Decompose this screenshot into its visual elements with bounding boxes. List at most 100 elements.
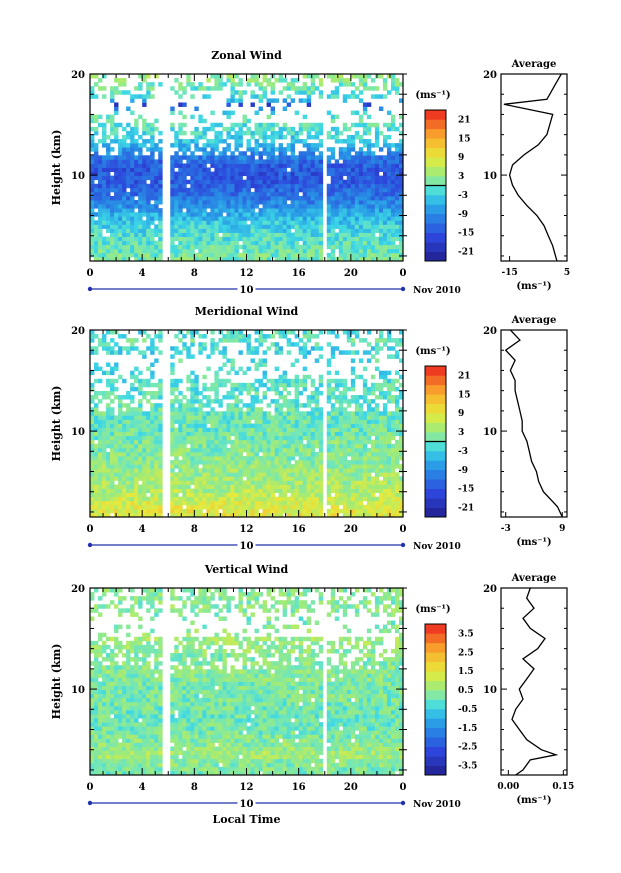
heatmap-cell <box>194 163 199 168</box>
heatmap-cell <box>206 212 211 217</box>
heatmap-cell <box>366 167 372 172</box>
heatmap-cell <box>170 423 175 428</box>
heatmap-cell <box>142 427 147 433</box>
heatmap-cell <box>386 179 392 185</box>
heatmap-cell <box>258 216 263 221</box>
heatmap-cell <box>118 143 123 148</box>
heatmap-cell <box>310 183 316 189</box>
heatmap-cell <box>354 191 360 197</box>
heatmap-cell <box>190 151 195 156</box>
heatmap-cell <box>210 460 215 465</box>
heatmap-cell <box>170 354 175 359</box>
heatmap-cell <box>182 415 187 420</box>
heatmap-cell <box>382 220 388 225</box>
heatmap-cell <box>158 427 163 433</box>
heatmap-cell <box>282 443 288 449</box>
heatmap-cell <box>178 208 183 213</box>
heatmap-cell <box>94 468 99 473</box>
heatmap-cell <box>266 126 271 132</box>
heatmap-cell <box>170 443 175 449</box>
heatmap-cell <box>326 187 332 193</box>
heatmap-cell <box>226 508 231 514</box>
heatmap-cell <box>122 464 127 469</box>
heatmap-cell <box>246 183 251 189</box>
heatmap-cell <box>266 334 271 339</box>
heatmap-cell <box>314 407 320 412</box>
heatmap-cell <box>242 492 247 498</box>
heatmap-cell <box>274 122 279 128</box>
heatmap-cell <box>90 468 95 473</box>
heatmap-cell <box>374 208 380 213</box>
heatmap-cell <box>394 159 400 164</box>
heatmap-cell <box>350 143 356 148</box>
heatmap-cell <box>346 151 352 156</box>
heatmap-cell <box>242 114 247 120</box>
heatmap-cell <box>106 443 111 449</box>
heatmap-cell <box>130 224 135 229</box>
heatmap-cell <box>282 228 288 233</box>
heatmap-cell <box>234 334 239 339</box>
heatmap-cell <box>318 447 324 453</box>
heatmap-cell <box>290 468 296 473</box>
heatmap-cell <box>274 155 279 160</box>
heatmap-cell <box>358 216 364 221</box>
heatmap-cell <box>222 443 227 449</box>
heatmap-cell <box>254 427 259 433</box>
heatmap-cell <box>198 460 203 465</box>
heatmap-cell <box>222 110 227 116</box>
heatmap-cell <box>318 183 324 189</box>
heatmap-cell <box>238 155 243 160</box>
heatmap-cell <box>210 350 215 355</box>
heatmap-cell <box>146 334 151 339</box>
heatmap-cell <box>374 252 380 258</box>
heatmap-cell <box>266 163 271 168</box>
heatmap-cell <box>174 236 179 242</box>
heatmap-cell <box>130 439 135 445</box>
heatmap-cell <box>222 82 227 87</box>
heatmap-cell <box>170 187 175 193</box>
heatmap-cell <box>178 163 183 168</box>
heatmap-cell <box>98 171 103 177</box>
heatmap-cell <box>294 431 300 437</box>
heatmap-cell <box>222 512 227 518</box>
heatmap-cell <box>226 403 231 408</box>
heatmap-cell <box>282 147 288 152</box>
heatmap-cell <box>314 492 320 498</box>
heatmap-cell <box>326 232 332 238</box>
heatmap-cell <box>210 179 215 185</box>
heatmap-cell <box>298 98 304 103</box>
heatmap-cell <box>366 252 372 258</box>
heatmap-cell <box>306 159 312 164</box>
heatmap-cell <box>182 346 187 351</box>
heatmap-cell <box>270 232 275 238</box>
heatmap-cell <box>342 419 348 424</box>
heatmap-cell <box>138 114 143 120</box>
heatmap-cell <box>378 187 384 193</box>
heatmap-cell <box>122 496 127 502</box>
heatmap-cell <box>354 159 360 164</box>
heatmap-cell <box>290 130 296 136</box>
heatmap-cell <box>206 399 211 404</box>
heatmap-cell <box>150 134 155 140</box>
heatmap-cell <box>270 134 275 140</box>
heatmap-cell <box>278 439 284 445</box>
heatmap-cell <box>110 443 115 449</box>
heatmap-cell <box>318 220 324 225</box>
heatmap-cell <box>170 447 175 453</box>
heatmap-cell <box>146 167 151 172</box>
heatmap-cell <box>242 200 247 205</box>
heatmap-cell <box>366 212 372 217</box>
heatmap-cell <box>98 208 103 213</box>
heatmap-cell <box>294 334 300 339</box>
heatmap-cell <box>210 159 215 164</box>
heatmap-cell <box>122 500 127 506</box>
heatmap-cell <box>262 370 267 376</box>
heatmap-cell <box>306 403 312 408</box>
heatmap-cell <box>346 240 352 246</box>
heatmap-cell <box>126 500 131 506</box>
heatmap-cell <box>234 456 239 461</box>
heatmap-cell <box>358 155 364 160</box>
heatmap-cell <box>174 195 179 201</box>
heatmap-cell <box>230 492 235 498</box>
heatmap-cell <box>358 427 364 433</box>
